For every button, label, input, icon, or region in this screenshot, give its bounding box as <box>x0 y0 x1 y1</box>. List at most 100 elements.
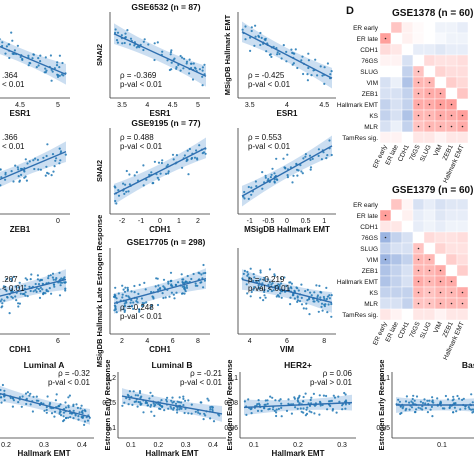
data-point <box>456 394 459 398</box>
data-point <box>270 290 273 293</box>
data-point <box>428 399 431 402</box>
significance-mark <box>417 92 420 95</box>
data-point <box>54 399 58 402</box>
data-point <box>140 395 143 398</box>
x-tick-label: 0.3 <box>39 442 49 449</box>
data-point <box>258 403 261 407</box>
data-point <box>300 59 303 62</box>
data-point <box>273 180 276 183</box>
significance-mark <box>439 291 442 294</box>
data-point <box>31 57 34 60</box>
heatmap-cell <box>434 308 447 321</box>
y-tick-label: 0.2 <box>106 375 116 382</box>
data-point <box>300 303 304 306</box>
heatmap-cell <box>401 264 414 277</box>
pval-annotation: p-val < 0.01 <box>180 378 223 387</box>
data-point <box>183 154 186 157</box>
x-axis-label: ESR1 <box>277 109 298 118</box>
data-point <box>467 406 470 409</box>
data-point <box>115 202 118 205</box>
data-point <box>11 296 14 299</box>
data-point <box>10 289 14 292</box>
data-point <box>263 288 266 291</box>
data-point <box>279 398 282 401</box>
data-point <box>12 397 15 400</box>
data-point <box>192 62 195 65</box>
x-tick-label: 0.1 <box>126 442 136 449</box>
data-point <box>294 48 297 51</box>
data-point <box>1 302 4 305</box>
x-tick-label: 8 <box>196 338 200 345</box>
data-point <box>167 172 170 175</box>
data-point <box>53 410 57 413</box>
x-axis-label: MSigDB Hallmark EMT <box>244 225 330 234</box>
data-point <box>25 179 28 182</box>
data-point <box>244 38 247 41</box>
data-point <box>264 296 267 299</box>
y-axis-label: SNAI2 <box>95 160 104 182</box>
data-point <box>154 403 157 406</box>
data-point <box>398 400 401 403</box>
x-axis-label: CDH1 <box>149 345 171 354</box>
data-point <box>321 309 324 312</box>
data-point <box>156 41 159 44</box>
data-point <box>270 55 273 59</box>
significance-mark <box>439 269 442 272</box>
data-point <box>291 63 294 66</box>
data-point <box>289 286 292 289</box>
data-point <box>277 283 280 286</box>
significance-mark <box>428 280 431 283</box>
data-point <box>318 284 321 287</box>
data-point <box>169 271 173 274</box>
heatmap-cell <box>379 220 392 233</box>
data-point <box>204 414 207 417</box>
data-point <box>58 294 62 297</box>
data-point <box>276 53 279 56</box>
heatmap-cell <box>434 231 447 244</box>
data-point <box>80 410 83 414</box>
data-point <box>264 176 267 179</box>
y-axis-label: Estrogen Early Response <box>377 360 386 451</box>
data-point <box>299 407 302 410</box>
data-point <box>161 50 164 53</box>
data-point <box>296 295 299 298</box>
data-point <box>207 399 210 402</box>
data-point <box>305 302 308 305</box>
data-point <box>312 69 315 72</box>
data-point <box>76 406 79 409</box>
data-point <box>167 170 170 173</box>
data-point <box>61 61 64 65</box>
data-point <box>175 66 178 69</box>
data-point <box>143 38 146 41</box>
data-point <box>179 54 182 58</box>
data-point <box>256 409 260 412</box>
data-point <box>9 396 12 400</box>
data-point <box>399 412 402 415</box>
data-point <box>163 409 166 412</box>
data-point <box>181 292 184 295</box>
data-point <box>302 411 305 414</box>
data-point <box>125 294 128 297</box>
heatmap-col-label: ER early <box>372 320 389 346</box>
x-tick-label: 0.3 <box>181 442 191 449</box>
data-point <box>421 408 424 411</box>
heatmap-cell <box>423 242 436 255</box>
data-point <box>259 296 262 299</box>
data-point <box>322 295 325 299</box>
significance-mark <box>450 103 453 106</box>
data-point <box>12 399 15 402</box>
data-point <box>309 158 312 161</box>
data-point <box>62 415 65 418</box>
data-point <box>275 411 278 414</box>
data-point <box>325 157 328 160</box>
data-point <box>328 297 331 300</box>
data-point <box>271 396 274 399</box>
data-point <box>15 299 18 302</box>
data-point <box>330 399 333 402</box>
data-point <box>173 297 176 300</box>
data-point <box>172 158 175 161</box>
heatmap-row-label: TamRes sig. <box>342 312 378 319</box>
data-point <box>296 407 299 410</box>
data-point <box>315 284 318 287</box>
